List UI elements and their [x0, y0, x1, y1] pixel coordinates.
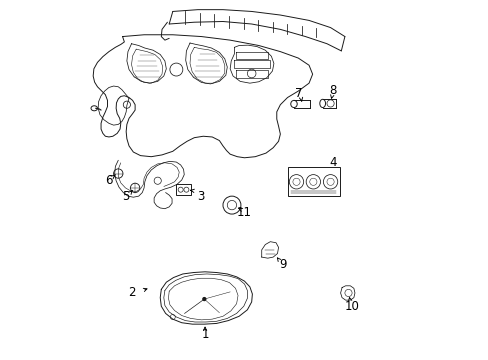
Ellipse shape	[91, 106, 97, 111]
Circle shape	[305, 175, 320, 189]
Circle shape	[247, 69, 255, 78]
Circle shape	[323, 175, 337, 189]
Circle shape	[178, 187, 183, 192]
Circle shape	[227, 201, 236, 210]
Circle shape	[113, 169, 122, 178]
Circle shape	[154, 177, 161, 184]
Text: 7: 7	[295, 87, 302, 100]
Circle shape	[130, 183, 140, 193]
Text: 9: 9	[279, 258, 286, 271]
Ellipse shape	[290, 100, 297, 108]
Ellipse shape	[319, 99, 325, 108]
Text: 11: 11	[237, 207, 251, 220]
Circle shape	[123, 101, 130, 108]
Text: 10: 10	[344, 300, 359, 313]
FancyBboxPatch shape	[287, 167, 339, 196]
Text: 6: 6	[105, 174, 112, 187]
Circle shape	[223, 196, 241, 214]
Text: 5: 5	[122, 190, 129, 203]
Circle shape	[183, 187, 188, 192]
Circle shape	[170, 315, 175, 319]
Text: 8: 8	[329, 84, 336, 97]
Text: 1: 1	[201, 328, 208, 341]
Circle shape	[202, 297, 206, 301]
Text: 4: 4	[329, 156, 337, 168]
Circle shape	[289, 175, 303, 189]
Circle shape	[169, 63, 183, 76]
FancyBboxPatch shape	[176, 184, 190, 195]
Text: 3: 3	[197, 190, 204, 203]
Circle shape	[326, 100, 333, 107]
Text: 2: 2	[127, 287, 135, 300]
